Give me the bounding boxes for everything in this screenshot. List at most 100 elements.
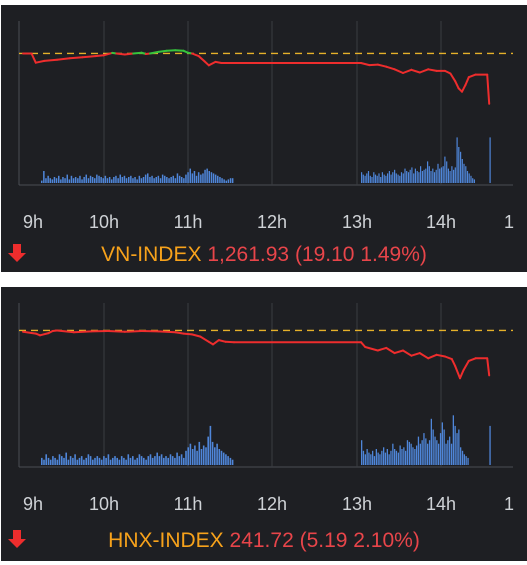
volume-bar bbox=[388, 171, 390, 183]
volume-bar bbox=[178, 175, 181, 183]
volume-bar bbox=[369, 175, 371, 183]
volume-bar bbox=[67, 459, 70, 465]
volume-bar bbox=[428, 440, 431, 465]
volume-bar bbox=[372, 450, 374, 465]
volume-bar bbox=[408, 441, 410, 465]
volume-bar bbox=[96, 456, 99, 465]
volume-bar bbox=[366, 449, 368, 465]
volume-bar bbox=[113, 177, 115, 183]
volume-bar bbox=[489, 425, 491, 465]
volume-bar bbox=[450, 443, 453, 465]
price-segment bbox=[81, 55, 97, 59]
volume-bar bbox=[208, 171, 210, 183]
price-segment bbox=[191, 333, 202, 338]
x-tick-label: 12h bbox=[257, 494, 287, 514]
price-segment bbox=[461, 84, 467, 93]
price-segment bbox=[214, 60, 223, 64]
volume-bar bbox=[166, 177, 168, 183]
volume-bar bbox=[70, 175, 73, 183]
price-segment bbox=[454, 365, 461, 380]
volume-bar bbox=[376, 175, 378, 183]
volume-bar bbox=[209, 425, 212, 465]
volume-bar bbox=[458, 429, 460, 465]
volume-bar bbox=[456, 137, 458, 183]
price-segment bbox=[376, 63, 388, 68]
volume-bar bbox=[375, 449, 377, 465]
price-segment bbox=[418, 352, 430, 360]
volume-bar bbox=[185, 174, 187, 183]
volume-bar bbox=[451, 166, 453, 183]
volume-bar bbox=[106, 178, 109, 183]
volume-bar bbox=[414, 168, 416, 183]
price-segment bbox=[418, 68, 430, 74]
volume-bar bbox=[118, 459, 121, 465]
volume-bar bbox=[370, 454, 372, 465]
volume-bar bbox=[420, 166, 422, 183]
volume-bar bbox=[386, 449, 388, 465]
volume-bar bbox=[229, 457, 232, 465]
volume-bar bbox=[142, 177, 145, 183]
volume-bar bbox=[401, 449, 403, 465]
x-tick-label: 14h bbox=[426, 212, 456, 232]
volume-bar bbox=[460, 447, 462, 466]
volume-bar bbox=[197, 172, 200, 183]
volume-bar bbox=[107, 454, 110, 465]
volume-bar bbox=[147, 173, 149, 183]
price-segment bbox=[368, 63, 379, 67]
volume-bar bbox=[121, 177, 124, 183]
volume-bar bbox=[416, 171, 418, 183]
volume-bar bbox=[41, 457, 43, 465]
volume-bar bbox=[421, 171, 423, 183]
volume-bar bbox=[187, 447, 189, 466]
volume-bar bbox=[460, 151, 462, 183]
volume-bar bbox=[378, 173, 380, 183]
volume-bar bbox=[220, 450, 223, 465]
volume-bar bbox=[437, 163, 439, 183]
vn-index-caption: VN-INDEX 1,261.93 (19.10 1.49%) bbox=[1, 243, 527, 267]
x-tick-label: 9h bbox=[23, 494, 43, 514]
volume-bar bbox=[227, 179, 230, 183]
price-segment bbox=[191, 52, 200, 58]
volume-bar bbox=[367, 171, 370, 183]
volume-bar bbox=[418, 172, 420, 183]
hnx-index-panel: 9h 10h 11h 12h 13h 14h 1 HNX-INDEX 241.72 (5.1… bbox=[1, 287, 527, 561]
price-segment bbox=[174, 49, 185, 52]
volume-bars bbox=[41, 137, 491, 183]
volume-bar bbox=[433, 172, 436, 183]
volume-bar bbox=[72, 178, 75, 183]
price-segment bbox=[486, 73, 491, 105]
volume-bar bbox=[167, 457, 169, 465]
x-tick-label: 14h bbox=[426, 494, 456, 514]
volume-bar bbox=[138, 454, 141, 465]
volume-bar bbox=[170, 177, 172, 183]
volume-bar bbox=[89, 456, 92, 465]
volume-bar bbox=[81, 179, 83, 183]
volume-bar bbox=[379, 454, 381, 465]
volume-bar bbox=[132, 456, 134, 465]
volume-bar bbox=[183, 178, 185, 183]
volume-bar bbox=[187, 172, 189, 183]
volume-bar bbox=[413, 173, 415, 183]
volume-bar bbox=[395, 173, 397, 183]
volume-bar bbox=[221, 178, 223, 183]
volume-bar bbox=[410, 443, 412, 465]
volume-bar bbox=[449, 171, 451, 183]
volume-bar bbox=[423, 169, 425, 183]
volume-bar bbox=[435, 169, 437, 183]
volume-bar bbox=[364, 454, 366, 465]
price-segment bbox=[410, 68, 421, 74]
price-segment bbox=[115, 52, 126, 56]
x-tick-labels: 9h 10h 11h 12h 13h 14h 1 bbox=[23, 212, 514, 232]
volume-bar bbox=[225, 454, 227, 465]
price-segment bbox=[73, 330, 92, 334]
volume-bar bbox=[366, 173, 368, 183]
volume-bar bbox=[402, 173, 404, 183]
volume-bar bbox=[223, 179, 225, 183]
vn-index-chart: 9h 10h 11h 12h 13h 14h 1 bbox=[18, 21, 514, 232]
down-arrow-icon bbox=[8, 244, 26, 262]
volume-bar bbox=[129, 457, 132, 465]
price-segment bbox=[174, 331, 185, 335]
volume-bar bbox=[463, 454, 465, 465]
volume-bar bbox=[403, 447, 405, 466]
volume-bar bbox=[140, 178, 143, 183]
